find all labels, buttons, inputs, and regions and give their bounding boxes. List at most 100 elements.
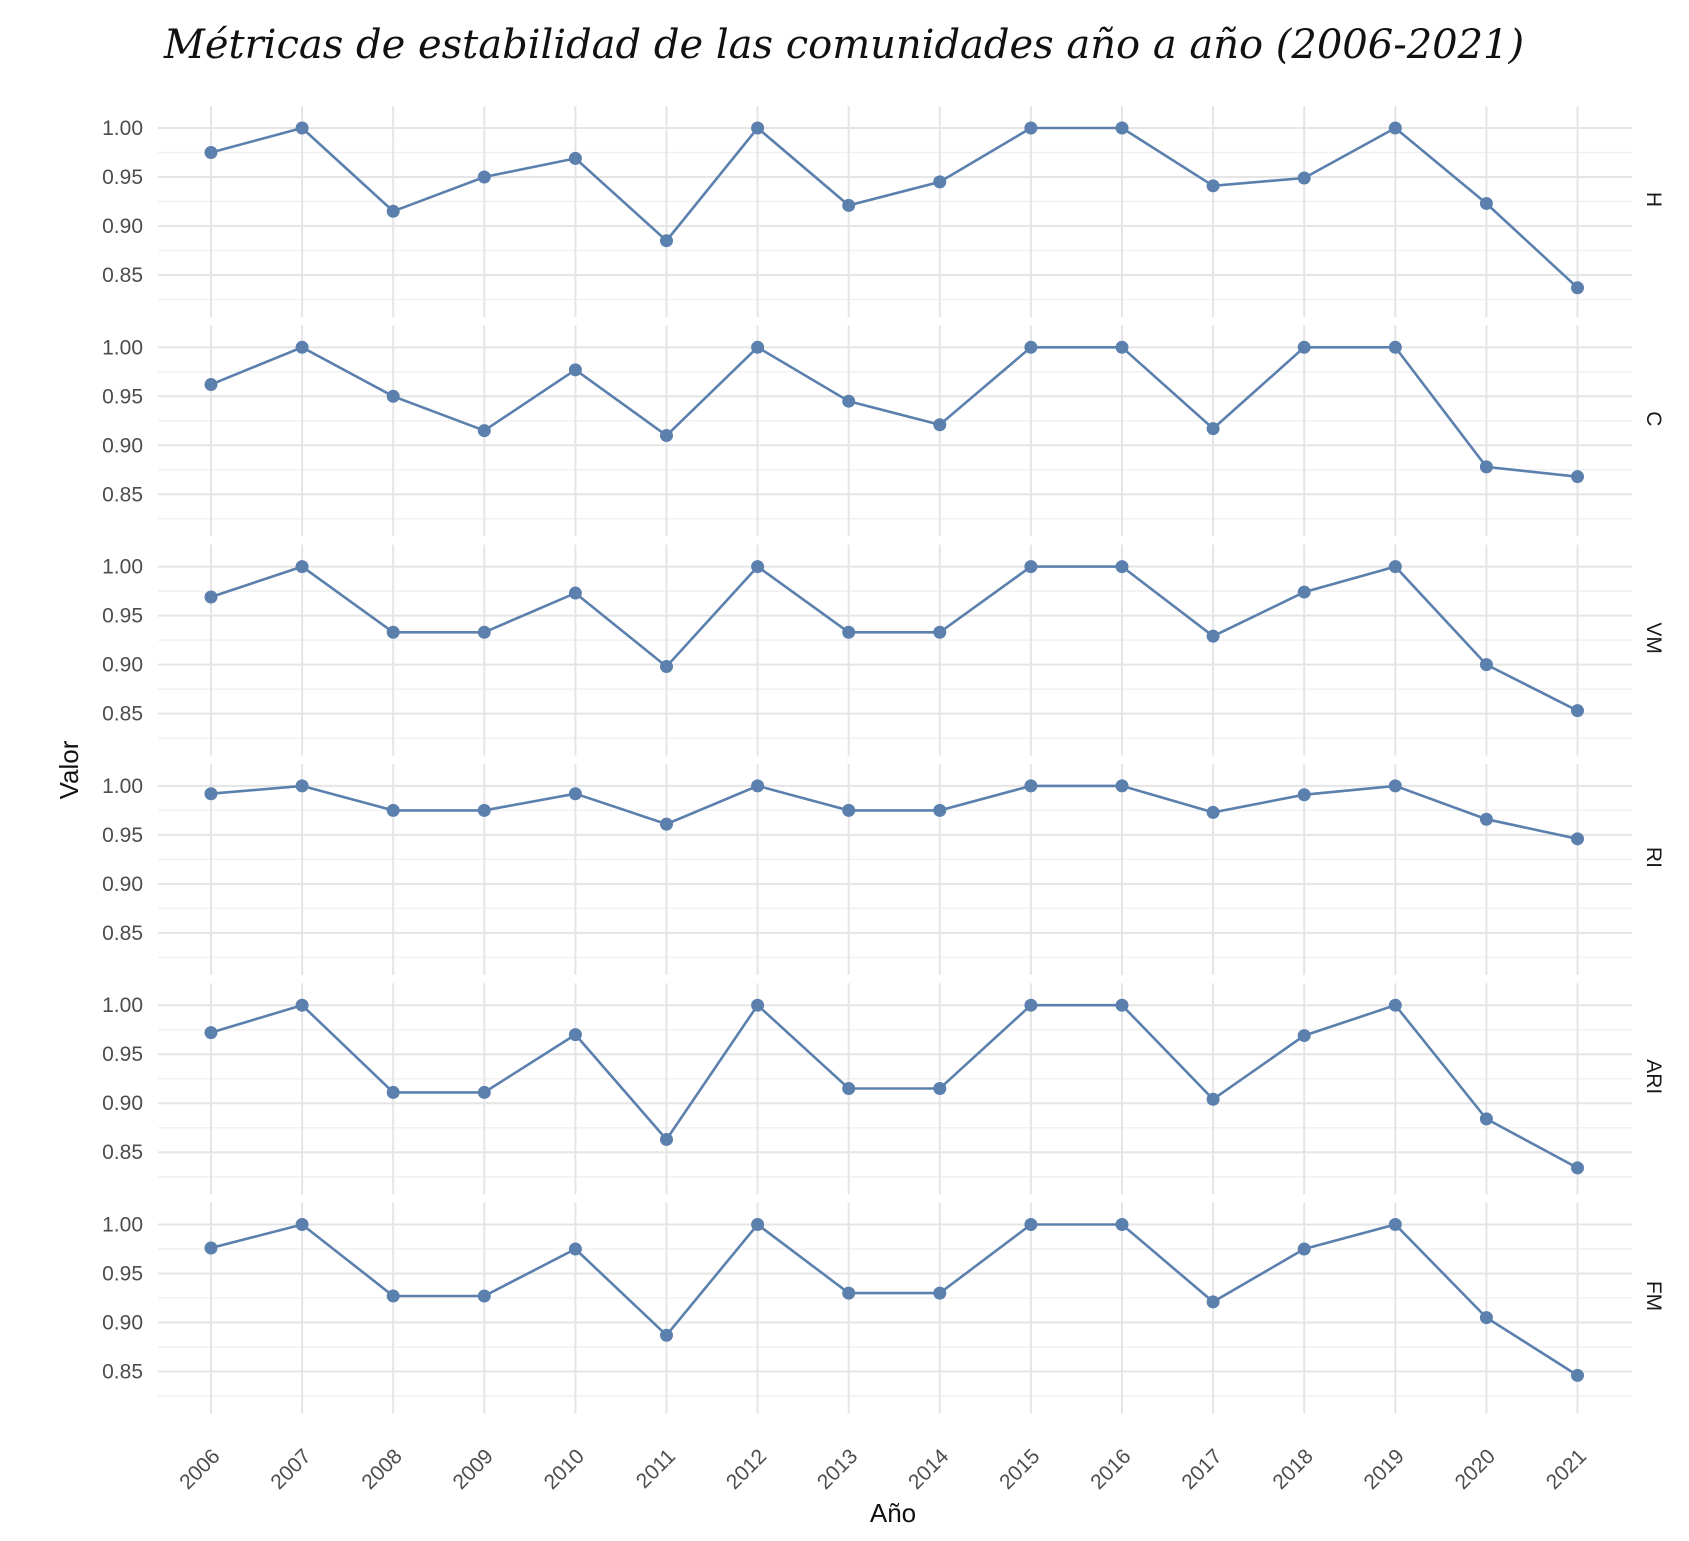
x-tick-label: 2007 — [266, 1445, 315, 1494]
y-tick-label: 1.00 — [102, 556, 143, 579]
data-point — [1115, 560, 1129, 574]
x-tick-label: 2015 — [995, 1445, 1044, 1494]
data-point — [1388, 560, 1402, 574]
data-point — [568, 151, 582, 165]
data-point — [842, 198, 856, 212]
y-tick-label: 1.00 — [102, 336, 143, 359]
data-point — [386, 803, 400, 817]
facet-panels: 0.850.900.951.00H0.850.900.951.00C0.850.… — [102, 106, 1665, 1414]
x-tick-label: 2009 — [449, 1445, 498, 1494]
data-point — [660, 429, 673, 442]
data-point — [477, 170, 491, 184]
data-point — [295, 340, 309, 354]
series-line-ari — [210, 1003, 1579, 1170]
data-point — [1571, 1161, 1584, 1175]
data-point — [477, 625, 491, 639]
data-point — [1024, 1218, 1038, 1231]
y-tick-label: 1.00 — [102, 994, 143, 1017]
y-tick-label: 0.95 — [102, 1043, 143, 1066]
data-point — [386, 389, 400, 403]
x-tick-label: 2018 — [1268, 1445, 1317, 1494]
data-point — [933, 1082, 947, 1095]
data-point — [204, 146, 218, 159]
data-point — [295, 998, 309, 1012]
facet-strip-label: ARI — [1642, 1059, 1665, 1094]
x-tick-label: 2011 — [632, 1445, 680, 1493]
facet-strip-label: H — [1642, 192, 1665, 207]
data-point — [1297, 585, 1311, 599]
x-tick-label: 2021 — [1542, 1445, 1591, 1494]
data-point — [1024, 998, 1038, 1012]
y-tick-label: 0.90 — [102, 1092, 143, 1115]
data-point — [295, 121, 309, 135]
data-point — [1206, 422, 1220, 436]
data-point — [1297, 1029, 1311, 1043]
y-tick-label: 0.85 — [102, 1141, 143, 1164]
data-point — [1024, 121, 1038, 135]
data-point — [204, 787, 218, 801]
data-point — [1206, 805, 1220, 819]
series-line-vm — [210, 564, 1579, 712]
facet-strip-label: C — [1642, 411, 1665, 426]
data-point — [1206, 629, 1220, 643]
data-point — [386, 1085, 400, 1099]
data-point — [751, 1218, 765, 1231]
facet-ri: 0.85 0.90 0.95 1.00 RI — [102, 763, 1665, 975]
data-point — [660, 660, 673, 674]
chart-title: Métricas de estabilidad de las comunidad… — [163, 22, 1524, 68]
data-point — [477, 1289, 491, 1303]
y-tick-label: 0.90 — [102, 434, 143, 457]
y-tick-label: 0.85 — [102, 1361, 143, 1384]
data-point — [1024, 560, 1038, 574]
data-point — [751, 340, 765, 354]
data-point — [568, 1242, 582, 1256]
x-tick-label: 2020 — [1451, 1445, 1500, 1494]
data-point — [568, 586, 582, 600]
data-point — [295, 1218, 309, 1231]
data-point — [1571, 470, 1584, 484]
data-point — [204, 1026, 218, 1040]
series-line-c — [210, 345, 1578, 478]
x-axis-ticks: 2006 2007 2008 2009 2010 2011 2012 2013 2014 2015… — [175, 1445, 1591, 1495]
data-point — [660, 234, 673, 248]
data-point — [1388, 779, 1402, 793]
y-tick-label: 0.85 — [102, 264, 143, 287]
data-point — [1479, 812, 1493, 826]
data-point — [1571, 704, 1584, 718]
data-point — [1571, 1368, 1584, 1382]
data-point — [1115, 998, 1129, 1012]
data-point — [1297, 340, 1311, 354]
data-point — [204, 378, 218, 392]
data-point — [1297, 1242, 1311, 1256]
data-point — [477, 424, 491, 438]
data-point — [751, 560, 765, 574]
data-point — [842, 1082, 856, 1095]
data-point — [1024, 779, 1038, 793]
x-tick-label: 2012 — [722, 1445, 771, 1494]
data-point — [1388, 1218, 1402, 1231]
y-tick-label: 0.85 — [102, 922, 143, 945]
data-point — [386, 625, 400, 639]
facet-h: 0.85 0.90 0.95 1.00 H — [102, 106, 1665, 317]
y-tick-label: 0.90 — [102, 873, 143, 896]
data-point — [1388, 121, 1402, 135]
facet-vm: 0.85 0.90 0.95 1.00 VM — [102, 544, 1665, 756]
x-tick-label: 2010 — [540, 1445, 589, 1494]
data-point — [1297, 788, 1311, 802]
data-point — [386, 204, 400, 218]
y-tick-label: 0.95 — [102, 385, 143, 408]
data-point — [386, 1289, 400, 1303]
y-tick-label: 1.00 — [102, 117, 143, 140]
facet-strip-label: RI — [1642, 847, 1665, 868]
data-point — [568, 1028, 582, 1042]
x-tick-label: 2006 — [175, 1445, 224, 1494]
data-point — [842, 1286, 856, 1300]
data-point — [477, 1085, 491, 1099]
data-point — [1479, 460, 1493, 474]
facet-strip-label: FM — [1642, 1281, 1665, 1311]
data-point — [842, 394, 856, 408]
data-point — [1206, 1295, 1220, 1309]
x-tick-label: 2013 — [813, 1445, 862, 1494]
data-point — [1571, 832, 1584, 846]
data-point — [933, 1286, 947, 1300]
